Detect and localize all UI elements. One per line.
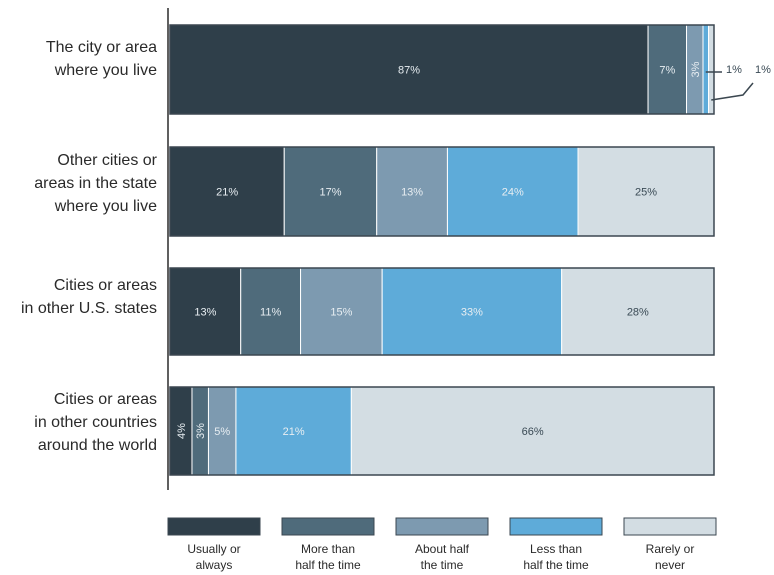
data-label: 28% bbox=[627, 307, 649, 319]
data-label: 13% bbox=[194, 307, 216, 319]
bar-segment bbox=[708, 24, 715, 115]
data-label: 21% bbox=[216, 187, 238, 199]
category-label: Other cities or bbox=[57, 152, 157, 169]
bar-segment bbox=[381, 267, 563, 356]
category-label: areas in the state bbox=[34, 175, 157, 192]
data-label: 3% bbox=[195, 423, 207, 439]
legend-label: About half bbox=[415, 542, 470, 556]
data-label: 25% bbox=[635, 187, 657, 199]
data-label: 5% bbox=[214, 426, 230, 438]
bar-segment bbox=[376, 146, 448, 237]
data-label: 1% bbox=[755, 64, 771, 76]
category-label: in other countries bbox=[34, 414, 157, 431]
category-label: around the world bbox=[38, 437, 157, 454]
legend-label: More than bbox=[301, 542, 355, 556]
data-label: 11% bbox=[260, 307, 281, 319]
data-label: 17% bbox=[319, 187, 341, 199]
legend-swatch bbox=[167, 517, 261, 536]
legend-label: the time bbox=[421, 558, 464, 572]
legend-swatch bbox=[509, 517, 603, 536]
bar-segment bbox=[702, 24, 710, 115]
legend-label: never bbox=[655, 558, 685, 572]
bar-segment bbox=[235, 386, 352, 476]
category-label: Cities or areas bbox=[54, 391, 157, 408]
data-label: 21% bbox=[283, 426, 305, 438]
category-label: Cities or areas bbox=[54, 277, 157, 294]
bar-outline bbox=[169, 386, 715, 476]
legend-swatch bbox=[281, 517, 375, 536]
legend-label: Rarely or bbox=[646, 542, 695, 556]
bar-segment bbox=[647, 24, 688, 115]
data-label: 13% bbox=[401, 187, 423, 199]
data-label: 33% bbox=[461, 307, 483, 319]
data-label: 24% bbox=[502, 187, 524, 199]
category-label: in other U.S. states bbox=[21, 300, 157, 317]
bar-outline bbox=[169, 24, 715, 115]
legend-label: always bbox=[196, 558, 233, 572]
data-label: 7% bbox=[659, 65, 675, 77]
legend-label: half the time bbox=[295, 558, 361, 572]
legend-label: Less than bbox=[530, 542, 582, 556]
category-label: where you live bbox=[54, 198, 157, 215]
data-label: 87% bbox=[398, 65, 420, 77]
data-label: 3% bbox=[690, 61, 702, 77]
bar-outline bbox=[169, 267, 715, 356]
bar-segment bbox=[561, 267, 715, 356]
legend-label: Usually or bbox=[187, 542, 240, 556]
bar-segment bbox=[446, 146, 579, 237]
data-label: 4% bbox=[176, 423, 188, 439]
data-label: 15% bbox=[330, 307, 352, 319]
bar-segment bbox=[169, 267, 242, 356]
bar-segment bbox=[169, 146, 285, 237]
bar-outline bbox=[169, 146, 715, 237]
legend-swatch bbox=[623, 517, 717, 536]
data-label-leader-line bbox=[711, 82, 754, 101]
data-label: 1% bbox=[726, 64, 742, 76]
category-label: The city or area bbox=[46, 39, 157, 56]
bar-segment bbox=[350, 386, 715, 476]
legend-label: half the time bbox=[523, 558, 589, 572]
legend-swatch bbox=[395, 517, 489, 536]
data-label: 66% bbox=[522, 426, 544, 438]
bar-segment bbox=[207, 386, 237, 476]
category-label: where you live bbox=[54, 62, 157, 79]
